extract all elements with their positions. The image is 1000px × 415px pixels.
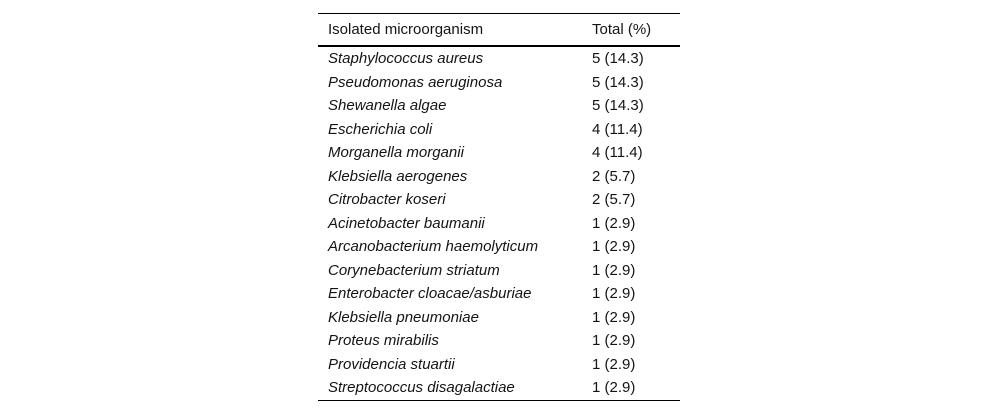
- table-row: Klebsiella pneumoniae 1 (2.9): [318, 306, 680, 330]
- table-row: Providencia stuartii 1 (2.9): [318, 353, 680, 377]
- organism-cell: Klebsiella aerogenes: [328, 167, 468, 185]
- table-row: Arcanobacterium haemolyticum 1 (2.9): [318, 235, 680, 259]
- total-cell: 1 (2.9): [592, 308, 636, 326]
- organism-cell: Pseudomonas aeruginosa: [328, 73, 503, 91]
- organism-cell: Enterobacter cloacae/asburiae: [328, 285, 532, 303]
- table-row: Shewanella algae 5 (14.3): [318, 94, 680, 118]
- table-row: Streptococcus disagalactiae 1 (2.9): [318, 376, 680, 400]
- total-cell: 1 (2.9): [592, 261, 636, 279]
- total-cell: 2 (5.7): [592, 191, 636, 209]
- total-cell: 1 (2.9): [592, 355, 636, 373]
- table-row: Corynebacterium striatum 1 (2.9): [318, 259, 680, 283]
- total-cell: 4 (11.4): [592, 120, 643, 138]
- microorganism-table: Isolated microorganism Total (%) Staphyl…: [318, 13, 680, 401]
- total-cell: 1 (2.9): [592, 238, 636, 256]
- total-cell: 4 (11.4): [592, 144, 643, 162]
- table-row: Escherichia coli 4 (11.4): [318, 118, 680, 142]
- table-row: Proteus mirabilis 1 (2.9): [318, 329, 680, 353]
- total-cell: 5 (14.3): [592, 97, 644, 115]
- total-cell: 1 (2.9): [592, 285, 636, 303]
- organism-cell: Acinetobacter baumanii: [328, 214, 485, 232]
- header-row: Isolated microorganism Total (%): [318, 13, 680, 47]
- table-row: Enterobacter cloacae/asburiae 1 (2.9): [318, 282, 680, 306]
- organism-cell: Staphylococcus aureus: [328, 50, 484, 68]
- organism-cell: Shewanella algae: [328, 97, 447, 115]
- header-total-percent: Total (%): [592, 13, 680, 47]
- table-row: Staphylococcus aureus 5 (14.3): [318, 46, 680, 71]
- total-cell: 1 (2.9): [592, 379, 636, 397]
- table-row: Citrobacter koseri 2 (5.7): [318, 188, 680, 212]
- total-cell: 1 (2.9): [592, 332, 636, 350]
- organism-cell: Streptococcus disagalactiae: [328, 379, 515, 397]
- table-row: Pseudomonas aeruginosa 5 (14.3): [318, 71, 680, 95]
- organism-cell: Citrobacter koseri: [328, 191, 446, 209]
- total-cell: 5 (14.3): [592, 50, 644, 68]
- organism-cell: Providencia stuartii: [328, 355, 455, 373]
- organism-cell: Corynebacterium striatum: [328, 261, 500, 279]
- total-cell: 1 (2.9): [592, 214, 636, 232]
- organism-cell: Proteus mirabilis: [328, 332, 439, 350]
- organism-cell: Arcanobacterium haemolyticum: [328, 238, 539, 256]
- organism-cell: Klebsiella pneumoniae: [328, 308, 479, 326]
- organism-cell: Morganella morganii: [328, 144, 464, 162]
- table-row: Klebsiella aerogenes 2 (5.7): [318, 165, 680, 189]
- total-cell: 5 (14.3): [592, 73, 644, 91]
- table-row: Morganella morganii 4 (11.4): [318, 141, 680, 165]
- table-row: Acinetobacter baumanii 1 (2.9): [318, 212, 680, 236]
- organism-cell: Escherichia coli: [328, 120, 433, 138]
- total-cell: 2 (5.7): [592, 167, 636, 185]
- header-isolated-microorganism: Isolated microorganism: [318, 13, 592, 47]
- table-body: Staphylococcus aureus 5 (14.3) Pseudomon…: [318, 46, 680, 400]
